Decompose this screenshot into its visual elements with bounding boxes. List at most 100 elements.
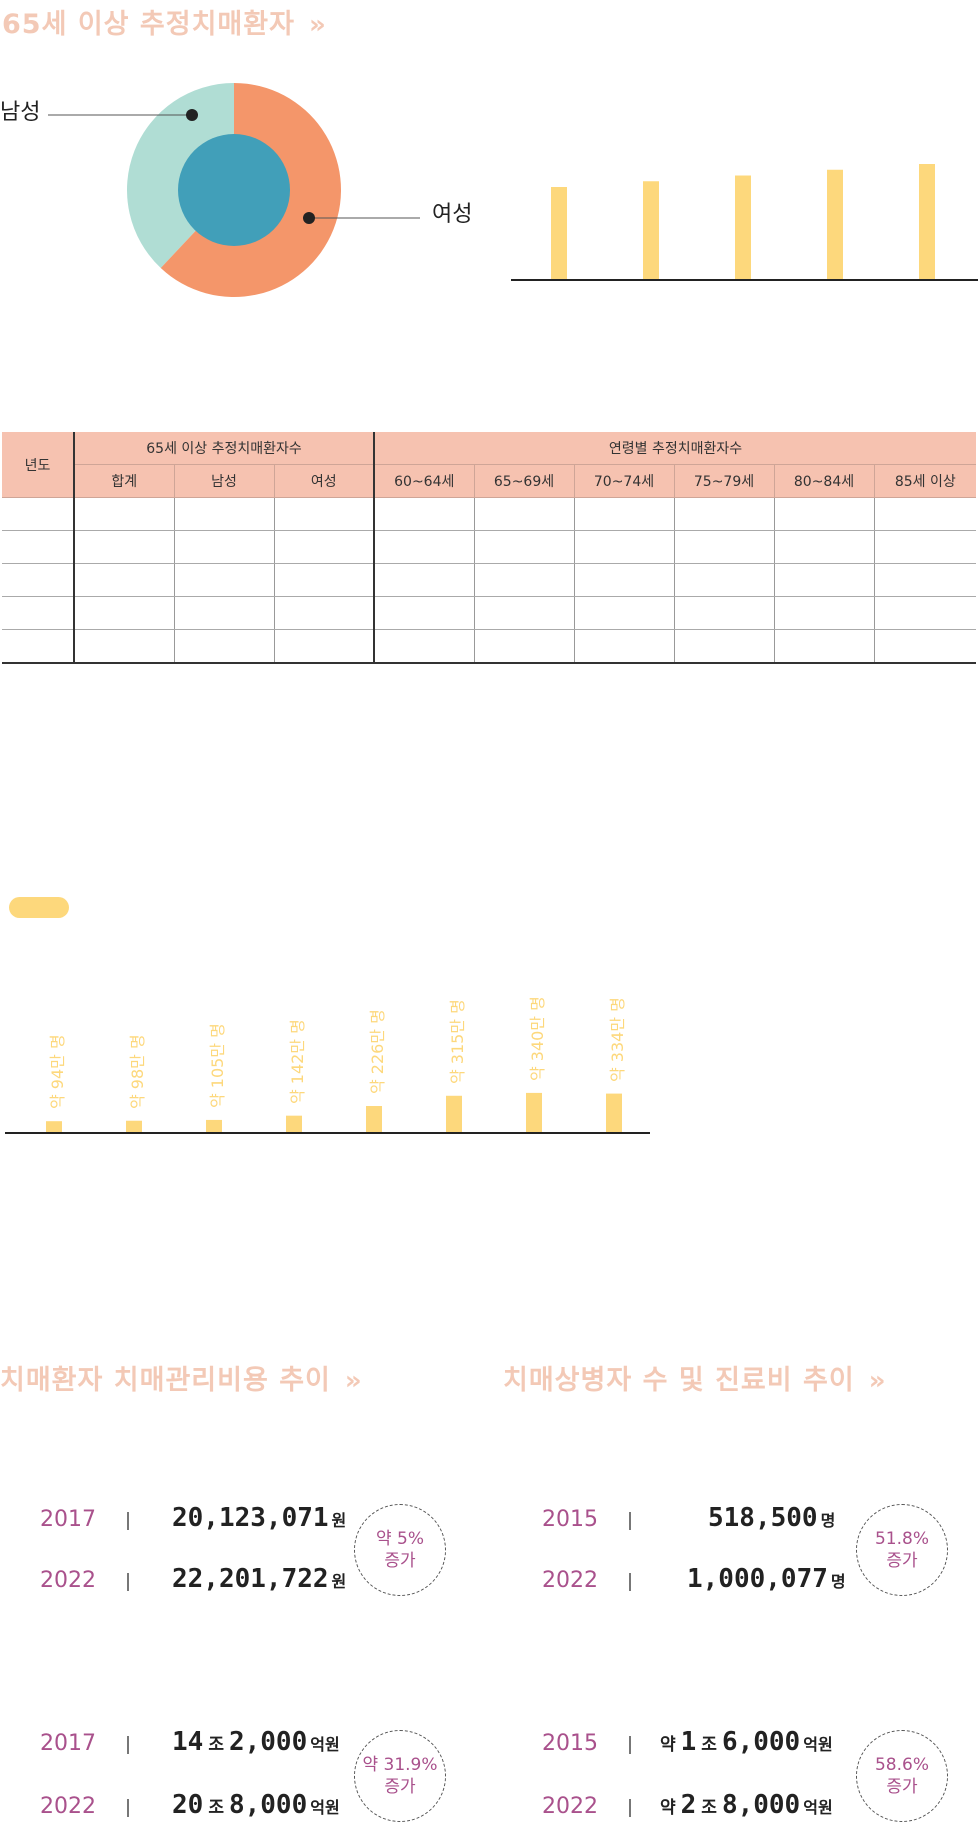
stat-year: 2017: [40, 1507, 96, 1532]
stat-unit: 억원: [310, 1735, 340, 1754]
stat-number: 20: [172, 1790, 204, 1820]
divider: [629, 1799, 631, 1817]
bar: [46, 1121, 62, 1132]
section-title-patients-cost: 치매상병자 수 및 진료비 추이 »: [503, 1358, 886, 1397]
divider: [629, 1736, 631, 1754]
stat-year: 2022: [542, 1794, 598, 1819]
stat-year: 2017: [40, 1731, 96, 1756]
table-header-total: 합계: [74, 464, 175, 498]
divider: [127, 1736, 129, 1754]
yearly-bar-chart: [511, 164, 978, 281]
table-cell: [74, 596, 175, 630]
table-cell: [374, 497, 475, 531]
table-cell: [74, 530, 175, 564]
bar-value-label: 약 94만 명: [48, 1034, 67, 1110]
bar-value-label: 약 340만 명: [528, 996, 547, 1081]
badge-percent: 약 5%: [375, 1528, 424, 1549]
table-cell: [274, 596, 376, 630]
stat-number: 8,000: [228, 1790, 308, 1820]
table-cell: [2, 563, 75, 597]
table-cell: [274, 530, 376, 564]
chevron-icon: »: [308, 10, 327, 40]
bar-value-label: 약 105만 명: [208, 1023, 227, 1108]
stat-number: 1: [680, 1727, 697, 1757]
stat-unit: 억원: [803, 1798, 833, 1817]
patient-count-bar-chart: [5, 1092, 650, 1134]
stat-number: 20,123,071: [172, 1503, 329, 1533]
table-cell: [574, 530, 675, 564]
table-cell: [274, 497, 376, 531]
stat-value: 약 1 조 6,000 억원: [655, 1727, 833, 1757]
table-cell: [574, 563, 675, 597]
bar: [827, 169, 843, 279]
table-row: [2, 530, 977, 564]
table-cell: [774, 629, 875, 664]
stat-value: 20,123,071 원: [172, 1503, 346, 1533]
section-title-65-dementia: 65세 이상 추정치매환자 »: [2, 2, 327, 41]
table-cell: [374, 530, 475, 564]
table-row: [2, 563, 977, 597]
bar-value-label: 약 98만 명: [128, 1034, 147, 1109]
bar: [126, 1120, 142, 1132]
table-cell: [2, 629, 75, 664]
donut-label-female: 여성: [432, 202, 473, 227]
table-header-age-60-64: 60~64세: [374, 464, 475, 498]
table-cell: [574, 629, 675, 664]
badge-percent: 58.6%: [874, 1754, 929, 1775]
table-row: [2, 629, 977, 664]
table-cell: [774, 563, 875, 597]
section-title-care-cost: 치매환자 치매관리비용 추이 »: [0, 1358, 363, 1397]
table-cell: [2, 596, 75, 630]
table-cell: [474, 629, 575, 664]
table-header-group-65plus: 65세 이상 추정치매환자수: [74, 432, 376, 465]
table-header-group-by-age: 연령별 추정치매환자수: [374, 432, 977, 465]
table-cell: [674, 596, 775, 630]
stat-unit: 원: [331, 1572, 347, 1591]
table-cell: [2, 530, 75, 564]
table-header-age-65-69: 65~69세: [474, 464, 575, 498]
dementia-stats-table: 년도 65세 이상 추정치매환자수 연령별 추정치매환자수 합계 남성 여성 6…: [2, 432, 977, 664]
stat-number: 22,201,722: [172, 1564, 329, 1594]
bar-value-label: 약 226만 명: [368, 1009, 387, 1094]
bar-value-label: 약 334만 명: [608, 996, 627, 1082]
bar: [606, 1093, 622, 1132]
table-cell: [74, 629, 175, 664]
section-title-text: 65세 이상 추정치매환자: [2, 9, 295, 40]
stat-unit-jo: 조: [701, 1798, 717, 1818]
table-cell: [474, 596, 575, 630]
divider: [127, 1512, 129, 1530]
table-cell: [274, 629, 376, 664]
stat-year: 2022: [542, 1568, 598, 1593]
table-cell: [874, 563, 977, 597]
stat-value: 1,000,077 명: [687, 1564, 846, 1594]
stat-number: 2: [680, 1790, 697, 1820]
table-cell: [174, 596, 275, 630]
table-header-female: 여성: [274, 464, 376, 498]
table-cell: [174, 530, 275, 564]
table-header-male: 남성: [174, 464, 275, 498]
divider: [629, 1573, 631, 1591]
table-cell: [774, 596, 875, 630]
badge-label: 증가: [886, 1777, 918, 1797]
table-cell: [774, 497, 875, 531]
badge-label: 증가: [384, 1551, 416, 1571]
stat-value: 518,500 명: [708, 1503, 835, 1533]
bar: [643, 181, 659, 279]
stat-number: 518,500: [708, 1503, 818, 1533]
table-cell: [474, 497, 575, 531]
table-cell: [74, 497, 175, 531]
bar: [526, 1092, 542, 1132]
table-header-year: 년도: [2, 432, 75, 498]
divider: [127, 1799, 129, 1817]
donut-label-male: 남성: [0, 100, 41, 125]
badge-label: 증가: [384, 1777, 416, 1797]
chevron-icon: »: [344, 1366, 363, 1396]
bar: [206, 1119, 222, 1132]
stat-value: 22,201,722 원: [172, 1564, 346, 1594]
leader-dot-male: [186, 109, 198, 121]
increase-badge: 51.8% 증가: [856, 1504, 948, 1596]
stat-number: 2,000: [228, 1727, 308, 1757]
table-cell: [474, 563, 575, 597]
table-cell: [774, 530, 875, 564]
divider: [629, 1512, 631, 1530]
